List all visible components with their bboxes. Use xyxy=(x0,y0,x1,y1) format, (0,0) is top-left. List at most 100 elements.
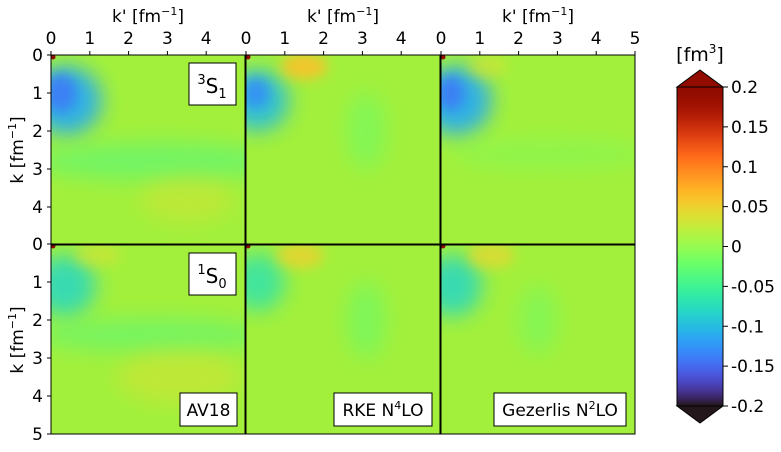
y-tick-label: 2 xyxy=(32,122,43,142)
field-feature xyxy=(51,142,245,181)
colorbar-tick-label: -0.1 xyxy=(731,317,764,337)
channel-label-1: 1S0 xyxy=(188,252,237,296)
panel-frame xyxy=(440,54,636,246)
y-tick-label: 5 xyxy=(32,425,43,445)
potential-label-1: RKE N4LO xyxy=(333,392,433,427)
colorbar-tick-label: -0.15 xyxy=(731,357,775,377)
y-tick-label: 0 xyxy=(32,235,43,255)
field-feature xyxy=(116,350,242,404)
field-feature xyxy=(140,176,234,223)
channel-label-0: 3S1 xyxy=(188,62,237,106)
panel-frame xyxy=(245,243,441,435)
colorbar: 0.2 0.15 0.1 0.05 0 -0.05 -0.1 -0.15 -0.2 [fm3] xyxy=(675,42,775,424)
colorbar-ticks: 0.2 0.15 0.1 0.05 0 -0.05 -0.1 -0.15 -0.2 xyxy=(723,78,775,417)
y-tick-label: 1 xyxy=(32,273,43,293)
y-tick-label: 2 xyxy=(32,311,43,331)
colorbar-label: [fm3] xyxy=(676,42,724,66)
channel-label-text: 1S0 xyxy=(197,263,226,292)
y-tick-label: 3 xyxy=(32,349,43,369)
field-feature xyxy=(346,93,386,169)
y-axis-label-bottom: k [fm−1] xyxy=(6,306,28,373)
panel-field xyxy=(51,244,245,404)
panel-field xyxy=(51,55,245,223)
panel-field xyxy=(246,244,386,358)
colorbar-extend-max xyxy=(675,69,725,88)
x-tick-label: 2 xyxy=(318,29,329,49)
panel-0-2 xyxy=(441,55,635,245)
x-axis-label-2: k' [fm−1] xyxy=(307,5,379,27)
field-feature xyxy=(246,77,270,109)
potential-label-0: AV18 xyxy=(179,392,238,427)
colorbar-extend-min xyxy=(675,405,725,424)
field-feature xyxy=(441,255,482,317)
panel-0-1 xyxy=(246,55,440,245)
axis-ticks: 0 1 2 3 4 0 1 2 3 4 0 1 2 3 4 5 0 1 2 3 4 0 1 2 3 4 5 xyxy=(32,29,640,445)
potential-label-box xyxy=(333,392,433,427)
potential-label-text: RKE N4LO xyxy=(342,399,423,421)
panel-labels: 3S1 1S0 AV18 RKE N4LO Gezerlis N2LO xyxy=(179,62,627,427)
panel-field xyxy=(441,244,558,355)
panel-field xyxy=(246,55,386,169)
x-tick-label: 4 xyxy=(396,29,407,49)
panel-field xyxy=(441,55,635,169)
y-tick-label: 0 xyxy=(32,46,43,66)
x-tick-label: 1 xyxy=(279,29,290,49)
potential-label-text: AV18 xyxy=(187,401,231,421)
field-feature xyxy=(346,282,386,358)
colorbar-tick-label: 0.1 xyxy=(731,158,758,178)
field-feature xyxy=(468,55,507,78)
x-tick-label: 0 xyxy=(436,29,447,49)
field-feature xyxy=(51,318,245,353)
x-tick-label: 2 xyxy=(123,29,134,49)
x-tick-label: 2 xyxy=(513,29,524,49)
x-axis-label-1: k' [fm−1] xyxy=(112,5,184,27)
x-tick-label: 3 xyxy=(162,29,173,49)
colorbar-tick-label: 0.2 xyxy=(731,78,758,98)
colorbar-tick-label: 0.15 xyxy=(731,118,769,138)
x-tick-label: 4 xyxy=(591,29,602,49)
panel-frame xyxy=(50,243,246,435)
x-tick-label: 1 xyxy=(84,29,95,49)
y-tick-label: 4 xyxy=(32,198,43,218)
potential-label-text: Gezerlis N2LO xyxy=(502,399,618,421)
field-feature xyxy=(51,74,77,112)
channel-label-text: 3S1 xyxy=(197,73,226,102)
x-tick-label: 3 xyxy=(552,29,563,49)
colorbar-tick-label: -0.05 xyxy=(731,277,775,297)
y-tick-label: 4 xyxy=(32,387,43,407)
x-tick-label: 5 xyxy=(630,29,641,49)
field-feature xyxy=(468,244,515,269)
y-tick-label: 3 xyxy=(32,160,43,180)
x-tick-label: 4 xyxy=(201,29,212,49)
panel-frame xyxy=(440,243,636,435)
x-axis-label-3: k' [fm−1] xyxy=(502,5,574,27)
panel-frame xyxy=(50,54,246,246)
panel-frames xyxy=(50,54,636,435)
potential-label-2: Gezerlis N2LO xyxy=(493,392,627,427)
channel-label-box xyxy=(188,62,237,106)
field-feature xyxy=(74,244,121,267)
field-feature xyxy=(518,285,558,355)
field-feature xyxy=(246,253,285,311)
origin-peak xyxy=(51,55,56,60)
potential-label-box xyxy=(493,392,627,427)
y-tick-label: 1 xyxy=(32,84,43,104)
field-feature xyxy=(277,244,324,269)
origin-peak xyxy=(246,55,251,60)
field-feature xyxy=(280,55,328,80)
colorbar-tick-label: 0.05 xyxy=(731,198,769,218)
x-tick-label: 0 xyxy=(46,29,57,49)
colorbar-body xyxy=(676,86,724,407)
colorbar-tick-label: 0 xyxy=(731,238,742,258)
x-tick-label: 3 xyxy=(357,29,368,49)
field-feature xyxy=(441,75,465,111)
origin-peak xyxy=(441,55,446,60)
x-tick-label: 1 xyxy=(474,29,485,49)
x-tick-label: 0 xyxy=(241,29,252,49)
colorbar-tick-label: -0.2 xyxy=(731,397,764,417)
y-axis-label-top: k [fm−1] xyxy=(6,116,28,183)
channel-label-box xyxy=(188,252,237,296)
potential-label-box xyxy=(179,392,238,427)
panel-frame xyxy=(245,54,441,246)
